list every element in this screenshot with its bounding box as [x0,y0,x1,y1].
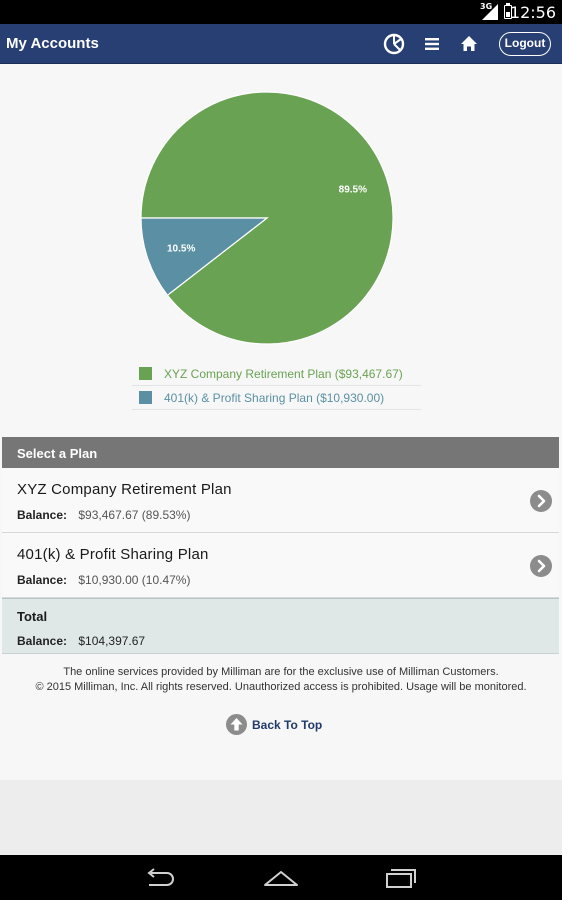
balance-label: Balance: [17,573,68,587]
system-nav-bar [0,855,562,900]
balance-label: Balance: [17,634,68,648]
plan-balance: Balance: $10,930.00 (10.47%) [17,573,190,587]
legend-swatch [139,367,152,380]
total-balance: Balance: $104,397.67 [17,634,145,648]
home-nav-icon[interactable] [263,867,299,889]
pie-slice-label: 10.5% [167,243,195,254]
network-type: 3G [480,2,493,11]
signal-icon: 3G [480,2,498,20]
main-content: 89.5% 10.5% XYZ Company Retirement Plan (… [0,64,562,780]
app-bar: My Accounts Logout [0,24,562,64]
back-to-top-label: Back To Top [252,718,323,732]
plan-row[interactable]: 401(k) & Profit Sharing Plan Balance: $1… [2,533,559,598]
legend-label: XYZ Company Retirement Plan ($93,467.67) [164,367,403,381]
pie-chart: 89.5% 10.5% [140,91,394,345]
status-time: 12:56 [509,3,556,22]
legend-label: 401(k) & Profit Sharing Plan ($10,930.00… [164,391,385,405]
legend-item: XYZ Company Retirement Plan ($93,467.67) [132,362,422,386]
chevron-right-icon[interactable] [530,555,552,577]
battery-icon [504,3,512,19]
page-title: My Accounts [6,35,99,52]
legend-item: 401(k) & Profit Sharing Plan ($10,930.00… [132,386,422,410]
plan-balance: Balance: $93,467.67 (89.53%) [17,508,190,522]
home-icon[interactable] [455,30,483,58]
balance-value: $10,930.00 (10.47%) [78,573,191,587]
footer-line: The online services provided by Milliman… [63,666,499,678]
plan-name: XYZ Company Retirement Plan [17,481,232,498]
menu-icon[interactable] [418,30,446,58]
total-row: Total Balance: $104,397.67 [2,598,559,654]
status-bar: 3G 12:56 [0,0,562,24]
chart-icon[interactable] [380,30,408,58]
back-icon[interactable] [143,867,179,889]
balance-value: $104,397.67 [78,634,146,648]
total-title: Total [17,609,48,624]
plan-row[interactable]: XYZ Company Retirement Plan Balance: $93… [2,468,559,533]
logout-button[interactable]: Logout [499,32,551,56]
arrow-up-icon [226,714,247,735]
footer-line: © 2015 Milliman, Inc. All rights reserve… [35,681,527,693]
pie-slice [140,217,269,297]
legend-swatch [139,391,152,404]
select-plan-header: Select a Plan [2,437,559,468]
balance-value: $93,467.67 (89.53%) [78,508,191,522]
chart-legend: XYZ Company Retirement Plan ($93,467.67)… [132,362,422,410]
footer-disclaimer: The online services provided by Milliman… [0,665,562,695]
recent-apps-icon[interactable] [383,867,419,889]
chevron-right-icon[interactable] [530,490,552,512]
plan-list: XYZ Company Retirement Plan Balance: $93… [2,468,559,598]
plan-name: 401(k) & Profit Sharing Plan [17,546,209,563]
pie-slice-label: 89.5% [339,185,367,196]
balance-label: Balance: [17,508,68,522]
